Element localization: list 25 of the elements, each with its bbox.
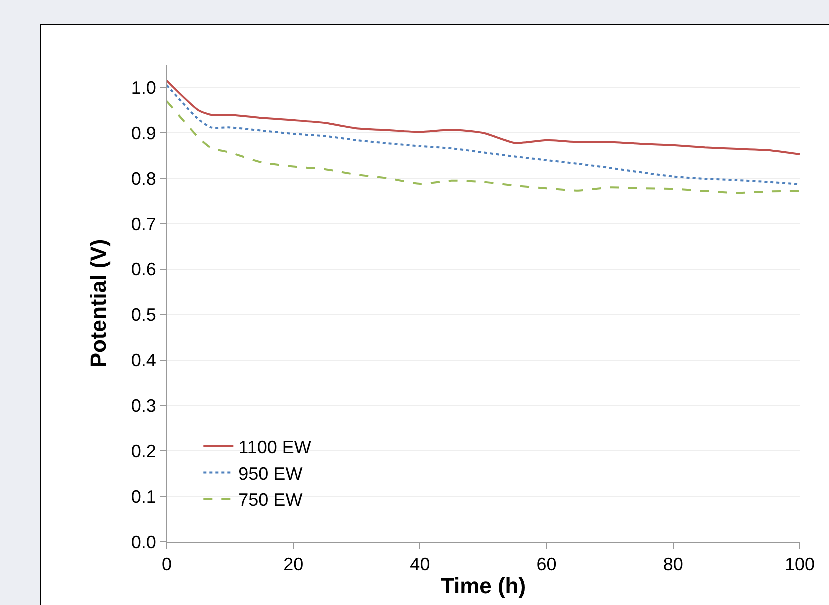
y-tick-label: 0.1 — [131, 486, 156, 507]
line-series — [167, 100, 800, 194]
y-tick-label: 0.4 — [131, 350, 156, 371]
y-tick-label: 1.0 — [131, 78, 156, 98]
y-tick-label: 0.8 — [131, 168, 156, 189]
x-axis-title: Time (h) — [440, 574, 526, 598]
x-tick-label: 20 — [284, 554, 304, 575]
x-tick-label: 100 — [784, 554, 816, 575]
legend-label: 1100 EW — [238, 437, 312, 458]
line-series — [167, 84, 800, 186]
x-tick-label: 60 — [536, 554, 557, 575]
y-tick-label: 0.2 — [131, 441, 156, 462]
legend-label: 750 EW — [238, 490, 303, 510]
y-axis-title: Potential (V) — [86, 239, 112, 368]
y-tick-label: 0.3 — [131, 396, 156, 416]
x-tick-label: 80 — [663, 554, 684, 575]
y-tick-label: 0.9 — [131, 123, 156, 144]
x-tick-label: 0 — [162, 554, 172, 575]
y-tick-label: 0.5 — [131, 305, 156, 326]
y-tick-label: 0.0 — [131, 532, 156, 552]
legend-label: 950 EW — [238, 464, 303, 484]
line-series — [167, 80, 800, 156]
y-tick-label: 0.6 — [131, 260, 156, 280]
y-tick-label: 0.7 — [131, 214, 156, 234]
x-tick-label: 40 — [410, 554, 430, 575]
